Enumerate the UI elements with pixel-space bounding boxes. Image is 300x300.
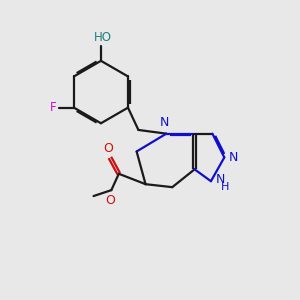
Text: O: O bbox=[103, 142, 113, 155]
Text: HO: HO bbox=[93, 32, 111, 44]
Text: N: N bbox=[160, 116, 170, 129]
Text: O: O bbox=[105, 194, 115, 207]
Text: F: F bbox=[50, 101, 57, 114]
Text: N: N bbox=[229, 151, 238, 164]
Text: N: N bbox=[215, 173, 225, 186]
Text: H: H bbox=[220, 182, 229, 192]
